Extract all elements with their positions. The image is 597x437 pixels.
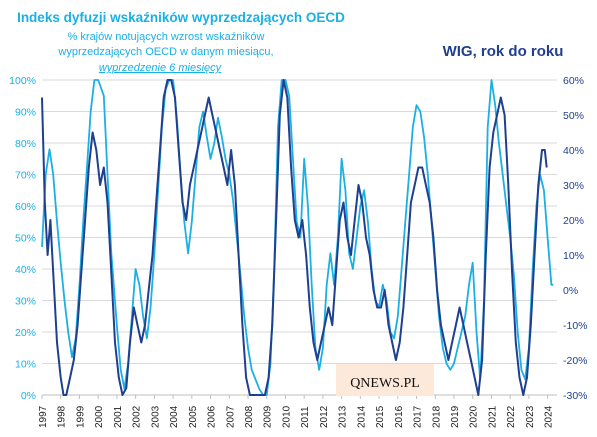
- x-axis-tick-label: 2001: [113, 405, 124, 428]
- right-axis-tick-label: 20%: [563, 215, 584, 227]
- watermark-text: QNEWS.PL: [350, 376, 420, 391]
- series-lines: [41, 79, 554, 396]
- x-axis-tick-label: 1999: [75, 405, 86, 428]
- x-axis-tick-label: 2019: [450, 405, 461, 428]
- left-axis-ticks: 0% 10% 20% 30% 40% 50% 60% 70% 80% 90% 100%: [9, 75, 36, 402]
- right-axis-tick-label: 40%: [563, 145, 584, 157]
- watermark: QNEWS.PL: [336, 364, 434, 396]
- x-axis-tick-label: 2002: [132, 405, 143, 428]
- x-axis-tick-label: 2007: [225, 405, 236, 428]
- left-axis-tick-label: 50%: [15, 233, 36, 245]
- x-axis-tick-label: 2020: [469, 405, 480, 428]
- right-axis-tick-label: -10%: [563, 320, 588, 332]
- left-axis-tick-label: 40%: [15, 264, 36, 276]
- chart-subtitle-line-1: % krajów notujących wzrost wskaźników: [68, 31, 265, 43]
- left-axis-tick-label: 80%: [15, 138, 36, 150]
- wig-yoy-line: [41, 79, 548, 396]
- right-axis-ticks: -30% -20% -10% 0% 10% 20% 30% 40% 50% 60%: [563, 75, 588, 402]
- x-axis-tick-label: 2008: [244, 405, 255, 428]
- x-axis-tick-label: 2009: [263, 405, 274, 428]
- left-axis-tick-label: 0%: [21, 390, 36, 402]
- x-axis-tick-label: 2003: [150, 405, 161, 428]
- right-axis-tick-label: 10%: [563, 250, 584, 262]
- x-axis-tick-label: 2017: [413, 405, 424, 428]
- x-axis-tick-label: 2021: [487, 405, 498, 428]
- right-axis-tick-label: -20%: [563, 355, 588, 367]
- x-axis-tick-label: 2012: [319, 405, 330, 428]
- x-axis-tick-label: 2023: [525, 405, 536, 428]
- x-axis-tick-label: 2014: [356, 405, 367, 428]
- x-axis-tick-label: 1998: [57, 405, 68, 428]
- right-axis-tick-label: 60%: [563, 75, 584, 87]
- x-axis-tick-label: 2022: [506, 405, 517, 428]
- x-axis-tick-label: 2006: [207, 405, 218, 428]
- left-axis-tick-label: 60%: [15, 201, 36, 213]
- left-axis-tick-label: 90%: [15, 107, 36, 119]
- x-axis-ticks: 1997 1998 1999 2000 2001 2002 2003 2004 2005 2006…: [38, 394, 557, 428]
- x-axis-tick-label: 1997: [38, 405, 49, 428]
- x-axis-tick-label: 2011: [300, 406, 311, 428]
- x-axis-tick-label: 2016: [394, 405, 405, 428]
- x-axis-tick-label: 2018: [431, 405, 442, 428]
- right-axis-tick-label: 30%: [563, 180, 584, 192]
- x-axis-tick-label: 2024: [544, 405, 555, 428]
- left-axis-tick-label: 10%: [15, 359, 36, 371]
- right-axis-tick-label: 0%: [563, 285, 578, 297]
- right-series-title: WIG, rok do roku: [443, 43, 564, 60]
- x-axis-tick-label: 2005: [188, 405, 199, 428]
- right-axis-tick-label: -30%: [563, 390, 588, 402]
- left-axis-tick-label: 70%: [15, 170, 36, 182]
- left-axis-tick-label: 100%: [9, 75, 36, 87]
- x-axis-tick-label: 2013: [338, 405, 349, 428]
- chart-subtitle-link: wyprzedzenie 6 miesięcy: [99, 62, 223, 74]
- x-axis-tick-label: 2004: [169, 405, 180, 428]
- left-axis-tick-label: 20%: [15, 327, 36, 339]
- x-axis-tick-label: 2015: [375, 405, 386, 428]
- watermark-background: [336, 364, 434, 396]
- chart-subtitle-line-2: wyprzedzających OECD w danym miesiącu,: [57, 46, 273, 58]
- left-axis-tick-label: 30%: [15, 296, 36, 308]
- x-axis-tick-label: 2000: [94, 405, 105, 428]
- right-axis-tick-label: 50%: [563, 110, 584, 122]
- chart-title: Indeks dyfuzji wskaźników wyprzedzającyc…: [17, 10, 345, 25]
- x-axis-tick-label: 2010: [281, 405, 292, 428]
